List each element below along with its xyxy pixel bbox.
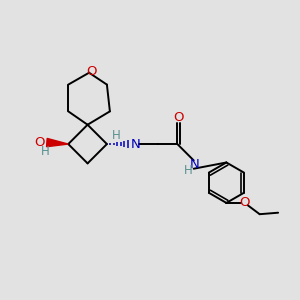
Text: O: O (174, 111, 184, 124)
Text: O: O (86, 65, 97, 78)
Polygon shape (46, 138, 68, 147)
Text: O: O (34, 136, 44, 149)
Text: H: H (184, 164, 193, 177)
Text: N: N (131, 138, 141, 151)
Text: H: H (41, 145, 50, 158)
Text: H: H (111, 129, 120, 142)
Text: O: O (239, 196, 250, 209)
Text: N: N (189, 158, 199, 171)
